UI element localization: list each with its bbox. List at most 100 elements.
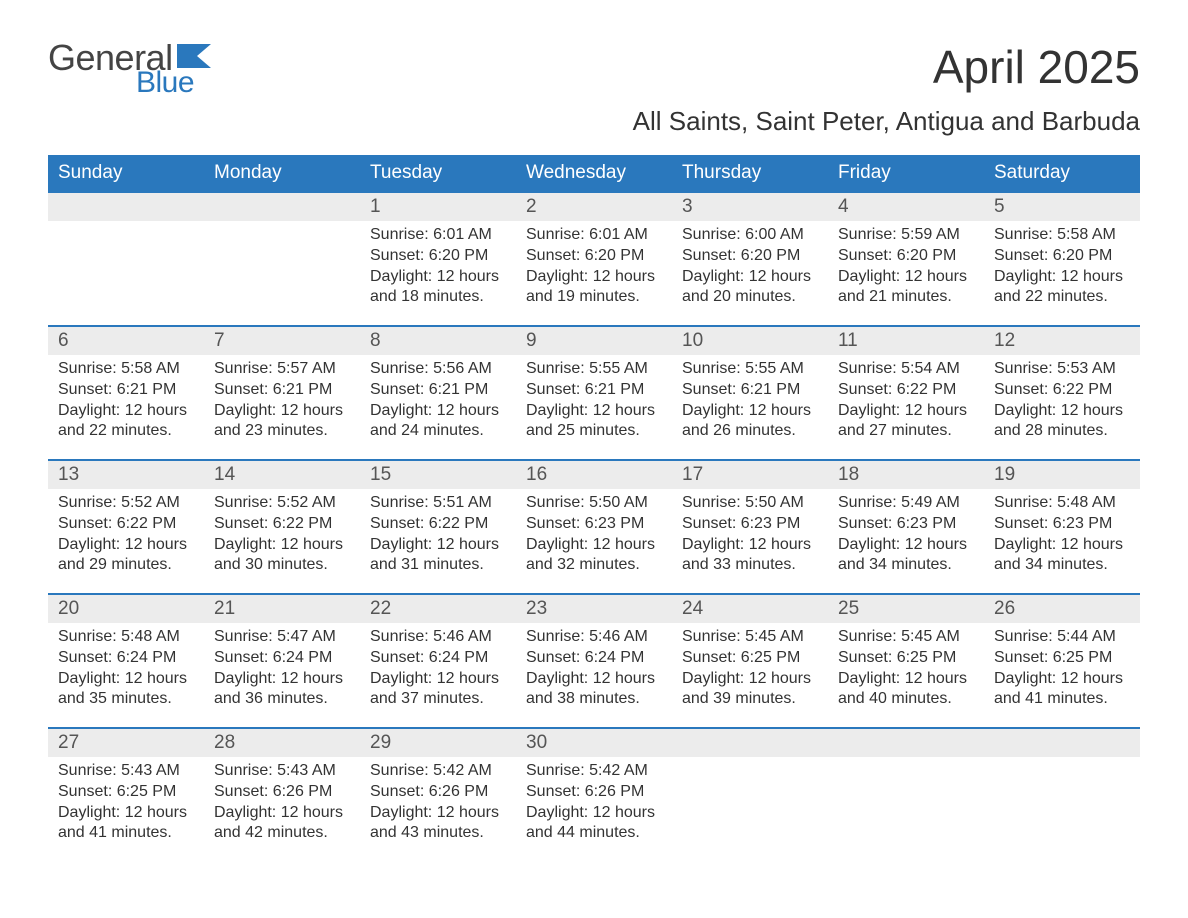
day-cell: Sunrise: 6:01 AMSunset: 6:20 PMDaylight:… [516, 221, 672, 325]
logo: General Blue [48, 40, 211, 98]
day-number: 9 [516, 327, 672, 355]
daylight1-text: Daylight: 12 hours [58, 669, 194, 690]
daylight1-text: Daylight: 12 hours [994, 267, 1130, 288]
sunset-text: Sunset: 6:26 PM [370, 782, 506, 803]
day-cell: Sunrise: 5:54 AMSunset: 6:22 PMDaylight:… [828, 355, 984, 459]
daylight1-text: Daylight: 12 hours [838, 535, 974, 556]
day-cell [48, 221, 204, 325]
sunrise-text: Sunrise: 6:01 AM [526, 225, 662, 246]
day-number: 3 [672, 193, 828, 221]
sunset-text: Sunset: 6:22 PM [370, 514, 506, 535]
sunrise-text: Sunrise: 5:45 AM [682, 627, 818, 648]
daynum-row: 27282930 [48, 729, 1140, 757]
daylight1-text: Daylight: 12 hours [682, 535, 818, 556]
day-number: 24 [672, 595, 828, 623]
week-row: 20212223242526Sunrise: 5:48 AMSunset: 6:… [48, 593, 1140, 727]
day-cell: Sunrise: 5:43 AMSunset: 6:25 PMDaylight:… [48, 757, 204, 861]
calendar-grid: Sunday Monday Tuesday Wednesday Thursday… [48, 155, 1140, 861]
day-cell: Sunrise: 5:57 AMSunset: 6:21 PMDaylight:… [204, 355, 360, 459]
sunset-text: Sunset: 6:25 PM [838, 648, 974, 669]
sunset-text: Sunset: 6:21 PM [214, 380, 350, 401]
sunrise-text: Sunrise: 5:50 AM [682, 493, 818, 514]
sunrise-text: Sunrise: 5:48 AM [58, 627, 194, 648]
day-cell: Sunrise: 5:47 AMSunset: 6:24 PMDaylight:… [204, 623, 360, 727]
day-number: 28 [204, 729, 360, 757]
sunrise-text: Sunrise: 5:42 AM [526, 761, 662, 782]
day-cell: Sunrise: 5:42 AMSunset: 6:26 PMDaylight:… [516, 757, 672, 861]
daylight2-text: and 36 minutes. [214, 689, 350, 710]
daynum-row: 13141516171819 [48, 461, 1140, 489]
day-cell: Sunrise: 5:45 AMSunset: 6:25 PMDaylight:… [828, 623, 984, 727]
weekday-tue: Tuesday [360, 155, 516, 191]
content-row: Sunrise: 5:48 AMSunset: 6:24 PMDaylight:… [48, 623, 1140, 727]
daylight2-text: and 23 minutes. [214, 421, 350, 442]
daylight1-text: Daylight: 12 hours [370, 669, 506, 690]
day-number: 1 [360, 193, 516, 221]
day-cell: Sunrise: 5:52 AMSunset: 6:22 PMDaylight:… [48, 489, 204, 593]
daylight2-text: and 27 minutes. [838, 421, 974, 442]
sunrise-text: Sunrise: 5:43 AM [214, 761, 350, 782]
sunset-text: Sunset: 6:22 PM [838, 380, 974, 401]
daylight1-text: Daylight: 12 hours [994, 401, 1130, 422]
sunrise-text: Sunrise: 5:52 AM [58, 493, 194, 514]
sunset-text: Sunset: 6:21 PM [370, 380, 506, 401]
weekday-fri: Friday [828, 155, 984, 191]
daylight1-text: Daylight: 12 hours [994, 669, 1130, 690]
sunset-text: Sunset: 6:20 PM [994, 246, 1130, 267]
day-number: 11 [828, 327, 984, 355]
sunset-text: Sunset: 6:24 PM [370, 648, 506, 669]
sunset-text: Sunset: 6:22 PM [58, 514, 194, 535]
day-number: 18 [828, 461, 984, 489]
calendar-page: General Blue April 2025 All Saints, Sain… [0, 0, 1188, 881]
daylight1-text: Daylight: 12 hours [214, 803, 350, 824]
daylight1-text: Daylight: 12 hours [682, 401, 818, 422]
day-number: 20 [48, 595, 204, 623]
day-number: 17 [672, 461, 828, 489]
day-number: 6 [48, 327, 204, 355]
weekday-wed: Wednesday [516, 155, 672, 191]
daylight2-text: and 26 minutes. [682, 421, 818, 442]
daylight2-text: and 38 minutes. [526, 689, 662, 710]
day-cell: Sunrise: 5:46 AMSunset: 6:24 PMDaylight:… [516, 623, 672, 727]
daylight2-text: and 18 minutes. [370, 287, 506, 308]
daylight1-text: Daylight: 12 hours [526, 267, 662, 288]
day-cell: Sunrise: 5:59 AMSunset: 6:20 PMDaylight:… [828, 221, 984, 325]
daylight1-text: Daylight: 12 hours [526, 669, 662, 690]
daylight2-text: and 25 minutes. [526, 421, 662, 442]
day-number: 8 [360, 327, 516, 355]
daylight1-text: Daylight: 12 hours [58, 803, 194, 824]
week-row: 13141516171819Sunrise: 5:52 AMSunset: 6:… [48, 459, 1140, 593]
sunrise-text: Sunrise: 5:58 AM [58, 359, 194, 380]
daylight1-text: Daylight: 12 hours [370, 535, 506, 556]
sunrise-text: Sunrise: 5:58 AM [994, 225, 1130, 246]
sunrise-text: Sunrise: 5:55 AM [526, 359, 662, 380]
day-cell: Sunrise: 5:58 AMSunset: 6:21 PMDaylight:… [48, 355, 204, 459]
day-number: 19 [984, 461, 1140, 489]
day-cell: Sunrise: 6:00 AMSunset: 6:20 PMDaylight:… [672, 221, 828, 325]
sunrise-text: Sunrise: 5:44 AM [994, 627, 1130, 648]
sunrise-text: Sunrise: 5:55 AM [682, 359, 818, 380]
content-row: Sunrise: 5:58 AMSunset: 6:21 PMDaylight:… [48, 355, 1140, 459]
daylight2-text: and 33 minutes. [682, 555, 818, 576]
sunrise-text: Sunrise: 6:00 AM [682, 225, 818, 246]
weekday-sat: Saturday [984, 155, 1140, 191]
daylight2-text: and 30 minutes. [214, 555, 350, 576]
sunrise-text: Sunrise: 5:51 AM [370, 493, 506, 514]
content-row: Sunrise: 5:43 AMSunset: 6:25 PMDaylight:… [48, 757, 1140, 861]
day-number: 22 [360, 595, 516, 623]
sunset-text: Sunset: 6:20 PM [682, 246, 818, 267]
day-cell: Sunrise: 5:55 AMSunset: 6:21 PMDaylight:… [516, 355, 672, 459]
sunset-text: Sunset: 6:24 PM [214, 648, 350, 669]
sunrise-text: Sunrise: 5:43 AM [58, 761, 194, 782]
daylight1-text: Daylight: 12 hours [214, 535, 350, 556]
sunrise-text: Sunrise: 5:48 AM [994, 493, 1130, 514]
day-cell: Sunrise: 5:53 AMSunset: 6:22 PMDaylight:… [984, 355, 1140, 459]
day-cell: Sunrise: 6:01 AMSunset: 6:20 PMDaylight:… [360, 221, 516, 325]
day-cell [984, 757, 1140, 861]
daylight1-text: Daylight: 12 hours [370, 803, 506, 824]
sunset-text: Sunset: 6:21 PM [682, 380, 818, 401]
sunrise-text: Sunrise: 5:52 AM [214, 493, 350, 514]
daylight2-text: and 41 minutes. [994, 689, 1130, 710]
daylight1-text: Daylight: 12 hours [526, 535, 662, 556]
day-number: 5 [984, 193, 1140, 221]
